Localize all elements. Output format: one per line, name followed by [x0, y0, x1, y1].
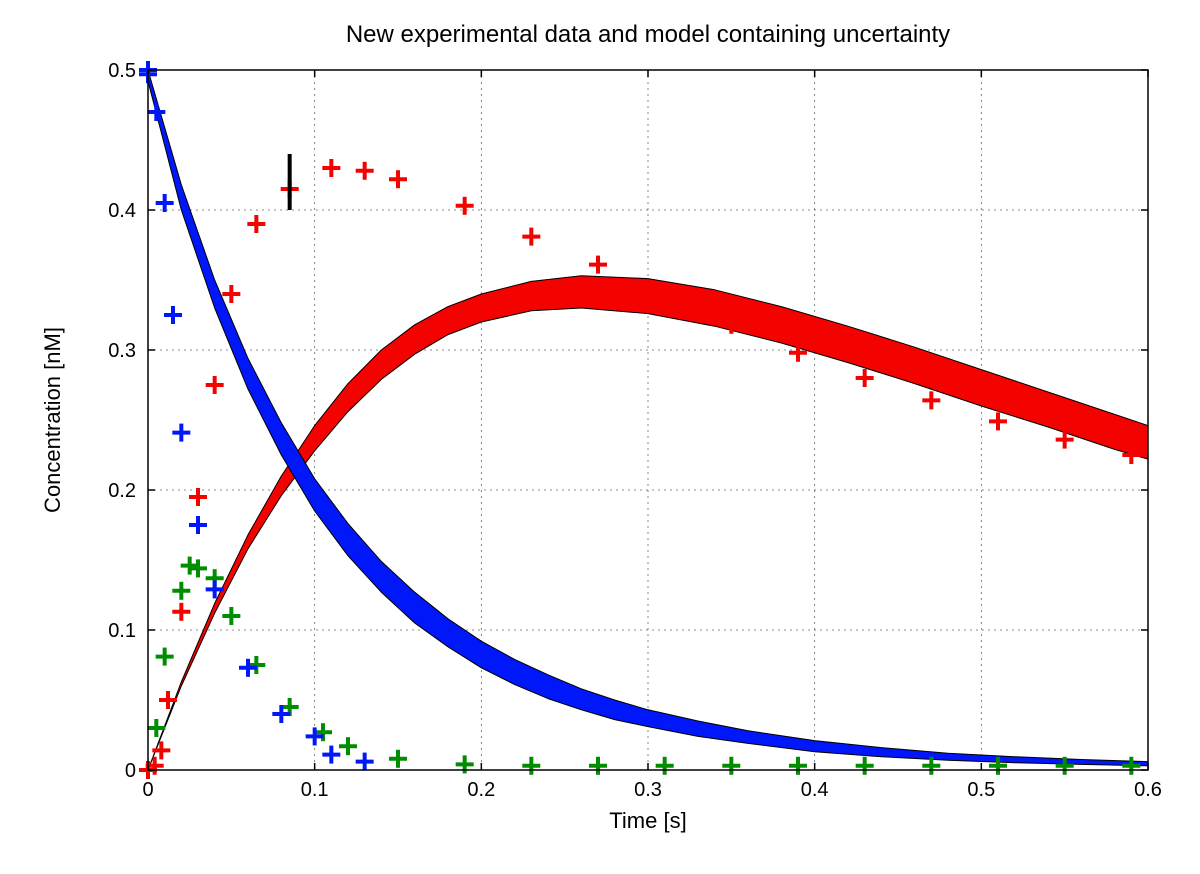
y-tick-label: 0.3 — [108, 340, 136, 362]
y-tick-label: 0.2 — [108, 480, 136, 502]
y-tick-label: 0 — [125, 760, 136, 782]
y-axis-label: Concentration [nM] — [40, 327, 65, 513]
x-tick-label: 0.6 — [1134, 779, 1162, 801]
x-tick-label: 0 — [142, 779, 153, 801]
x-tick-label: 0.1 — [301, 779, 329, 801]
x-axis-label: Time [s] — [609, 808, 686, 833]
y-tick-label: 0.4 — [108, 200, 136, 222]
x-tick-label: 0.4 — [801, 779, 829, 801]
x-tick-label: 0.5 — [967, 779, 995, 801]
x-tick-label: 0.2 — [467, 779, 495, 801]
y-tick-label: 0.1 — [108, 620, 136, 642]
y-tick-label: 0.5 — [108, 60, 136, 82]
chart-container: 0 0.1 0.2 0.3 0.4 0.5 0.6 0 0.1 0.2 0.3 0.4 0.5 Time … — [0, 0, 1200, 874]
chart-title: New experimental data and model containi… — [346, 21, 950, 48]
x-tick-label: 0.3 — [634, 779, 662, 801]
chart-svg: 0 0.1 0.2 0.3 0.4 0.5 0.6 0 0.1 0.2 0.3 0.4 0.5 Time … — [0, 0, 1200, 874]
